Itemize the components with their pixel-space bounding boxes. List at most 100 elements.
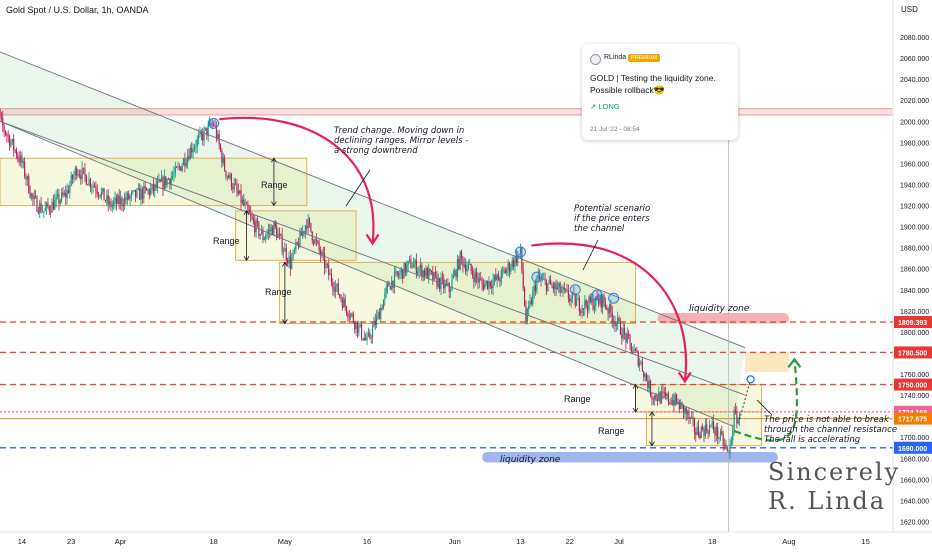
candle-body-362 (485, 280, 487, 284)
candle-body-508 (685, 407, 687, 415)
candle-body-486 (655, 394, 657, 400)
candle-body-148 (192, 149, 194, 153)
candle-body-282 (376, 315, 378, 326)
candle-body-304 (406, 264, 408, 273)
candle-body-222 (293, 250, 296, 251)
trend-note-pointer (345, 169, 371, 207)
candle-body-220 (291, 258, 293, 269)
candle-body-127 (163, 176, 165, 190)
idea-headline[interactable]: GOLD | Testing the liquidity zone. Possi… (590, 72, 732, 96)
candle-body-497 (670, 402, 672, 405)
candle-body-347 (465, 264, 467, 272)
candle-body-525 (708, 425, 711, 435)
candle-body-219 (289, 256, 291, 269)
candle-body-71 (87, 184, 89, 186)
circled-point-4 (531, 271, 543, 283)
candle-body-63 (76, 168, 78, 176)
x-tick-label-3: 18 (209, 537, 217, 546)
candle-body-208 (274, 221, 276, 228)
candle-body-184 (241, 199, 244, 204)
candle-body-139 (180, 166, 182, 171)
candle-body-372 (499, 280, 501, 282)
idea-card[interactable]: RLinda PREMIUM GOLD | Testing the liquid… (582, 44, 738, 140)
candle-body-268 (356, 321, 359, 333)
candle-body-505 (681, 402, 683, 405)
candle-body-357 (478, 278, 480, 283)
candle-body-483 (651, 396, 653, 400)
range-label-4: Range (564, 394, 591, 404)
candle-body-360 (482, 283, 485, 290)
candle-body-228 (302, 231, 304, 236)
candle-body-117 (150, 188, 152, 195)
downtrend-arrow-1 (219, 116, 375, 244)
candle-body-350 (469, 263, 471, 265)
candle-body-524 (707, 430, 709, 435)
candle-body-407 (547, 283, 549, 291)
candle-body-42 (47, 202, 49, 207)
candle-body-499 (673, 400, 675, 406)
candle-body-160 (208, 122, 211, 125)
range-label-3: Range (265, 287, 292, 297)
candle-body-92 (115, 197, 117, 204)
price-tag-bg-3 (894, 378, 932, 391)
candle-body-363 (487, 280, 489, 289)
candle-body-198 (261, 231, 263, 235)
candle-body-303 (404, 262, 406, 273)
downtrend-arrow-2-head (677, 371, 692, 384)
candle-body-450 (606, 307, 608, 310)
rebound-arrow (733, 359, 798, 442)
candle-body-348 (466, 268, 468, 272)
candle-body-79 (98, 193, 100, 196)
candle-body-423 (569, 298, 571, 302)
candle-body-133 (171, 175, 174, 178)
candle-body-538 (726, 447, 728, 451)
candle-body-291 (388, 283, 390, 287)
candle-body-290 (387, 283, 389, 288)
candle-body-320 (428, 268, 430, 279)
candle-body-85 (106, 195, 108, 201)
channel-mid-line (0, 120, 746, 396)
x-tick-label-9: Jul (614, 537, 624, 546)
candle-body-398 (534, 285, 537, 291)
candle-body-86 (107, 195, 109, 205)
candle-body-172 (225, 170, 227, 177)
candle-body-93 (117, 195, 119, 204)
y-tick-label-21: 1660.000 (900, 477, 929, 484)
projection-dotted-line (739, 379, 751, 420)
candle-body-481 (648, 380, 650, 389)
candle-body-514 (693, 419, 695, 433)
candle-body-89 (111, 204, 113, 208)
range-arrow-head-top-3 (282, 261, 288, 267)
author-name[interactable]: RLinda (604, 54, 627, 61)
candle-body-377 (506, 269, 508, 274)
candle-body-109 (139, 187, 141, 200)
candle-body-292 (389, 286, 391, 290)
candle-body-332 (444, 283, 446, 289)
candle-body-250 (332, 282, 334, 289)
candle-body-284 (378, 312, 380, 320)
candle-body-242 (321, 252, 323, 256)
candle-body-137 (177, 166, 179, 168)
range-arrow-head-bottom-1 (271, 201, 277, 207)
candle-body-155 (202, 133, 204, 141)
candle-body-541 (730, 440, 732, 445)
candle-body-99 (125, 197, 127, 201)
candle-body-518 (699, 435, 701, 439)
candle-body-146 (189, 147, 191, 160)
candle-body-413 (555, 283, 557, 290)
x-tick-label-8: 22 (566, 537, 574, 546)
candle-body-126 (162, 177, 164, 190)
x-tick-label-2: Apr (115, 537, 127, 546)
candle-body-33 (35, 195, 37, 197)
candle-body-66 (80, 175, 82, 179)
price-tag-label-1: 1809.393 (898, 320, 927, 327)
candle-body-243 (322, 252, 324, 254)
candle-body-302 (403, 262, 405, 279)
candle-body-97 (122, 205, 124, 207)
candle-body-23 (21, 155, 23, 164)
candle-body-28 (28, 176, 30, 193)
circled-point-3 (514, 246, 526, 258)
candle-body-319 (426, 268, 428, 279)
candle-body-511 (689, 417, 691, 419)
candle-body-446 (600, 294, 602, 308)
